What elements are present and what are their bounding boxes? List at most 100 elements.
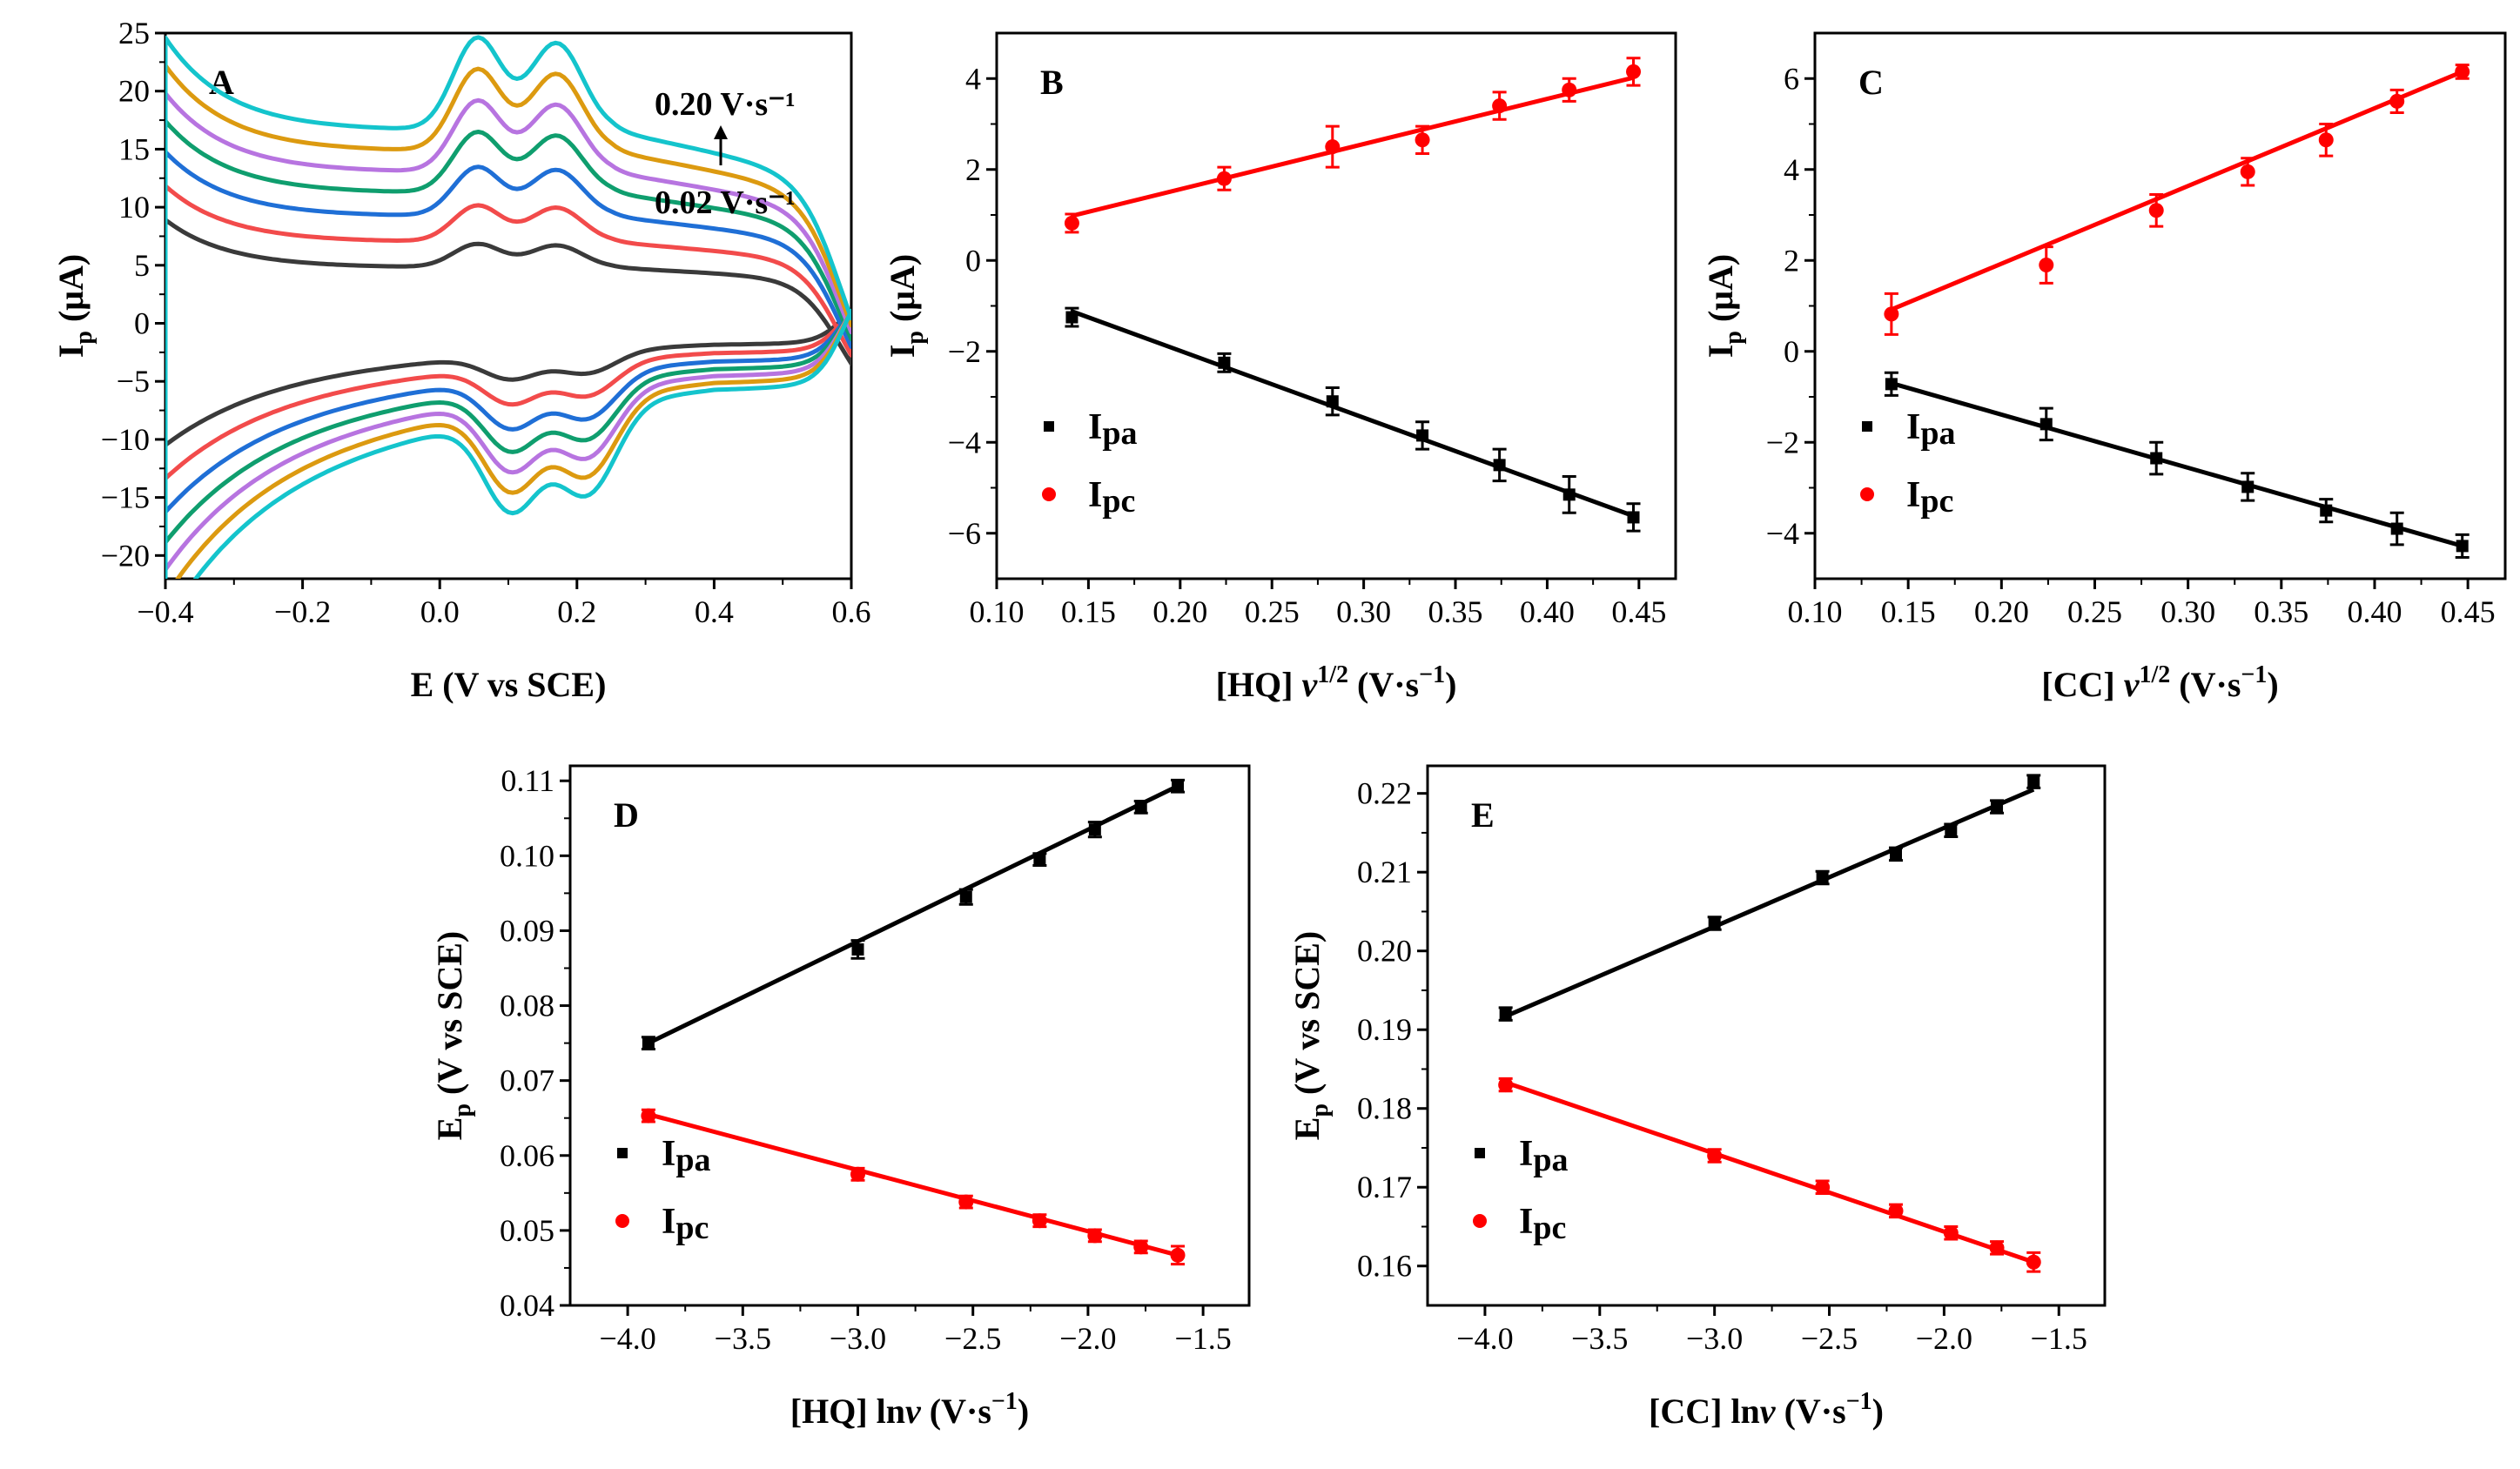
data-point <box>642 1036 655 1050</box>
x-tick-label: −2.0 <box>1059 1321 1116 1356</box>
y-tick-label: −5 <box>117 364 150 399</box>
data-point <box>1991 801 2004 814</box>
y-tick-label: −2 <box>1766 425 1799 459</box>
data-point <box>1088 823 1101 836</box>
legend: Ipa Ipc <box>615 1134 711 1246</box>
legend-marker <box>615 1214 629 1228</box>
legend-marker <box>1862 421 1872 432</box>
y-tick-label: 0.22 <box>1357 776 1412 811</box>
legend-label: Ipc <box>1519 1202 1566 1246</box>
fit-line <box>1890 70 2463 312</box>
data-point <box>1218 356 1231 369</box>
legend: Ipa Ipc <box>1042 407 1138 520</box>
data-point <box>958 1194 974 1210</box>
x-tick-label: 0.6 <box>832 594 871 629</box>
x-tick-label: 0.15 <box>1881 594 1936 629</box>
x-tick-label: −2.5 <box>944 1321 1001 1356</box>
x-tick-label: −2.0 <box>1916 1321 1972 1356</box>
cv-series-line <box>165 118 851 545</box>
legend-label: Ipa <box>1088 407 1138 452</box>
x-tick-label: 0.35 <box>2254 594 2308 629</box>
data-point <box>2240 164 2255 179</box>
x-tick-label: 0.25 <box>2067 594 2122 629</box>
y-tick-label: 2 <box>965 152 981 187</box>
y-tick-label: 0.05 <box>500 1213 554 1248</box>
data-point <box>850 1166 866 1182</box>
legend-marker <box>1475 1148 1485 1158</box>
cv-series-line <box>165 218 851 447</box>
data-point <box>2148 203 2164 218</box>
data-point <box>1033 853 1046 866</box>
y-tick-label: 0.09 <box>500 913 554 948</box>
x-tick-label: −0.4 <box>137 594 193 629</box>
y-tick-label: 0.10 <box>500 838 554 873</box>
y-tick-label: −4 <box>948 425 981 459</box>
data-point <box>2241 480 2255 493</box>
data-point <box>1708 917 1721 930</box>
series-Ipc <box>641 1108 1186 1266</box>
y-tick-label: 15 <box>118 131 150 166</box>
x-tick-label: 0.2 <box>557 594 596 629</box>
data-point <box>1627 511 1640 524</box>
y-tick-label: 2 <box>1784 243 1799 278</box>
legend-marker <box>1860 487 1874 501</box>
series-Ipc <box>1884 64 2470 336</box>
data-point <box>1707 1148 1723 1164</box>
data-point <box>2320 504 2333 517</box>
cv-series-line <box>165 35 851 579</box>
cv-series-line <box>165 150 851 514</box>
x-tick-label: 0.15 <box>1061 594 1116 629</box>
data-point <box>1885 378 1898 391</box>
x-tick-label: 0.10 <box>970 594 1025 629</box>
data-point <box>2027 775 2040 788</box>
fit-line <box>1891 380 2463 548</box>
x-tick-label: −3.5 <box>1571 1321 1628 1356</box>
data-point <box>1498 1077 1514 1093</box>
data-point <box>1064 215 1079 231</box>
x-tick-label: 0.35 <box>1428 594 1483 629</box>
y-tick-label: 0 <box>1784 334 1799 369</box>
legend-label: Ipc <box>662 1202 709 1246</box>
data-point <box>1989 1240 2005 1256</box>
y-axis-label: Ip (μA) <box>51 254 97 358</box>
panel-letter: C <box>1858 63 1884 102</box>
plot-frame <box>1426 764 2107 1307</box>
x-tick-label: −4.0 <box>1456 1321 1513 1356</box>
legend-marker <box>617 1148 628 1158</box>
x-tick-label: 0.25 <box>1245 594 1300 629</box>
y-tick-label: −2 <box>948 334 981 369</box>
data-point <box>1170 1247 1186 1263</box>
cv-series-line <box>165 91 851 573</box>
x-tick-label: −3.0 <box>1686 1321 1743 1356</box>
x-tick-label: −3.5 <box>715 1321 771 1356</box>
y-tick-label: 0.08 <box>500 989 554 1023</box>
data-point <box>2390 522 2403 535</box>
y-tick-label: 0.20 <box>1357 934 1412 969</box>
panel-letter: E <box>1471 795 1495 835</box>
data-point <box>1493 459 1506 472</box>
x-tick-label: 0.0 <box>420 594 460 629</box>
data-point <box>1888 1203 1904 1218</box>
data-point <box>2150 452 2163 465</box>
x-tick-label: 0.45 <box>2441 594 2496 629</box>
data-point <box>1087 1228 1103 1244</box>
data-point <box>2455 64 2470 79</box>
y-tick-label: 0.19 <box>1357 1012 1412 1047</box>
data-point <box>1943 1225 1959 1241</box>
data-point <box>2318 132 2334 148</box>
x-tick-label: 0.20 <box>1152 594 1207 629</box>
series-Ipc <box>1064 57 1642 234</box>
data-point <box>1890 848 1903 861</box>
y-tick-label: 10 <box>118 190 150 225</box>
data-point <box>2026 1254 2041 1270</box>
series-Ipa <box>1498 774 2041 1022</box>
y-tick-label: 4 <box>965 61 981 96</box>
data-point <box>1133 1239 1149 1255</box>
data-point <box>1562 82 1577 97</box>
data-point <box>1325 139 1341 155</box>
y-axis-label: Ep (V vs SCE) <box>1287 931 1334 1140</box>
data-point <box>1626 64 1642 79</box>
data-point <box>1562 488 1576 501</box>
y-tick-label: 6 <box>1784 61 1799 96</box>
data-point <box>2040 418 2053 431</box>
